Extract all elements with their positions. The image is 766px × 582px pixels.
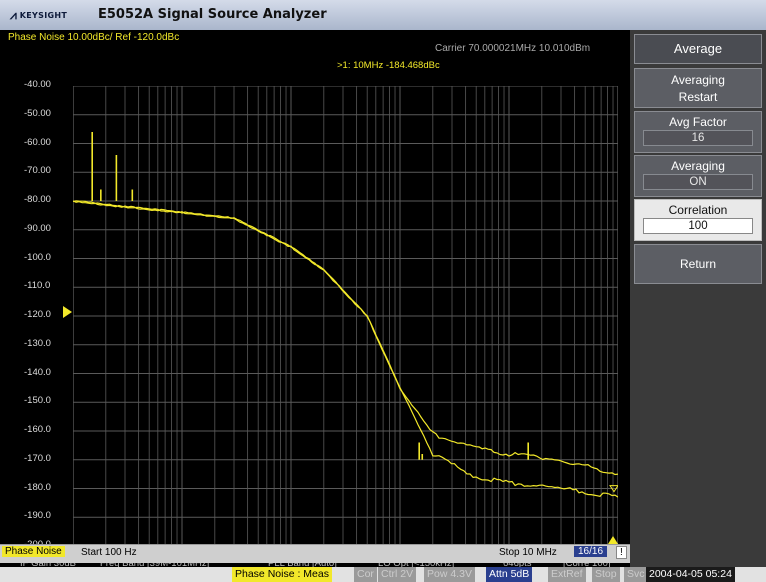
measurement-params-bar: IF Gain 30dB Freq Band [39M-101MHz] PLL … — [0, 558, 630, 572]
menu-title: Average — [634, 34, 762, 64]
reference-level-marker[interactable] — [63, 306, 72, 318]
y-tick-label: -170.0 — [24, 452, 51, 464]
measurement-screen: Phase Noise 10.00dBc/ Ref -120.0dBc Carr… — [0, 30, 630, 569]
attn-indicator: Attn 5dB — [486, 567, 533, 582]
correlation-softkey[interactable]: Correlation 100 — [634, 199, 762, 241]
avg-factor-softkey[interactable]: Avg Factor 16 — [634, 111, 762, 153]
freq-band[interactable]: Freq Band [39M-101MHz] — [100, 558, 210, 569]
keysight-wave-icon: ⩘ — [10, 7, 17, 22]
ctrl-indicator: Ctrl 2V — [378, 567, 417, 582]
trace-end-marker — [609, 485, 618, 493]
meas-type[interactable]: Phase Noise — [2, 546, 65, 557]
y-tick-label: -80.00 — [24, 194, 51, 205]
avg-factor-label: Avg Factor — [669, 115, 727, 129]
avg-factor-value: 16 — [643, 130, 753, 146]
datetime: 2004-04-05 05:24 — [646, 567, 735, 582]
averaging-label: Averaging — [671, 159, 725, 173]
keysight-logo: ⩘ KEYSIGHT — [10, 8, 67, 22]
y-tick-label: -150.0 — [24, 395, 51, 407]
averaging-value: ON — [643, 174, 753, 190]
meas-status: Phase Noise : Meas — [232, 567, 332, 582]
y-tick-label: -40.00 — [24, 79, 51, 90]
return-softkey[interactable]: Return — [634, 244, 762, 284]
logo-text: KEYSIGHT — [19, 10, 68, 20]
y-tick-label: -190.0 — [24, 510, 51, 522]
y-tick-label: -90.00 — [24, 222, 51, 234]
marker-readout: >1: 10MHz -184.468dBc — [337, 60, 440, 71]
y-tick-label: -120.0 — [24, 309, 51, 320]
y-tick-label: -70.00 — [24, 165, 51, 177]
instrument-status-bar: Phase Noise : Meas Cor Ctrl 2V Pow 4.3V … — [0, 567, 766, 582]
averaging-restart-softkey[interactable]: Averaging Restart — [634, 68, 762, 108]
correlation-setting[interactable]: [Corre 100] — [563, 558, 611, 569]
pow-indicator: Pow 4.3V — [424, 567, 475, 582]
y-tick-label: -60.00 — [24, 136, 51, 148]
cor-indicator: Cor — [354, 567, 377, 582]
lo-opt[interactable]: LO Opt [<150kHz] — [378, 558, 455, 569]
y-tick-label: -160.0 — [24, 424, 51, 435]
stop-indicator: Stop — [592, 567, 620, 582]
svc-indicator: Svc — [624, 567, 648, 582]
if-gain[interactable]: IF Gain 30dB — [20, 558, 76, 569]
correlation-value: 100 — [643, 218, 753, 234]
y-tick-label: -180.0 — [24, 481, 51, 493]
y-tick-label: -110.0 — [24, 280, 51, 292]
pll-band[interactable]: PLL Band [Auto] — [268, 558, 337, 569]
channel-status-bar: Phase Noise Start 100 Hz Stop 10 MHz 16/… — [0, 544, 632, 563]
average-count: 16/16 — [574, 546, 608, 557]
y-tick-label: -100.0 — [24, 251, 51, 263]
y-tick-label: -140.0 — [24, 366, 51, 378]
correlation-label: Correlation — [668, 203, 728, 217]
carrier-readout: Carrier 70.000021MHz 10.010dBm — [435, 43, 591, 54]
title-bar: ⩘ KEYSIGHT E5052A Signal Source Analyzer — [0, 0, 766, 31]
stop-frequency[interactable]: Stop 10 MHz — [499, 547, 557, 558]
averaging-toggle-softkey[interactable]: Averaging ON — [634, 155, 762, 197]
y-tick-label: -50.00 — [24, 107, 51, 119]
warning-indicator: ! — [616, 546, 627, 559]
start-frequency[interactable]: Start 100 Hz — [81, 547, 137, 558]
phase-noise-trace-2 — [73, 200, 618, 498]
phase-noise-plot[interactable] — [73, 86, 618, 546]
softkey-panel: Average Averaging Restart Avg Factor 16 … — [630, 30, 766, 567]
trace-title[interactable]: Phase Noise 10.00dBc/ Ref -120.0dBc — [8, 32, 180, 43]
y-tick-label: -130.0 — [24, 337, 51, 349]
extref-indicator: ExtRef — [548, 567, 586, 582]
marker-1-triangle — [608, 536, 618, 544]
points[interactable]: 646pts — [503, 558, 532, 569]
app-title: E5052A Signal Source Analyzer — [98, 7, 327, 22]
